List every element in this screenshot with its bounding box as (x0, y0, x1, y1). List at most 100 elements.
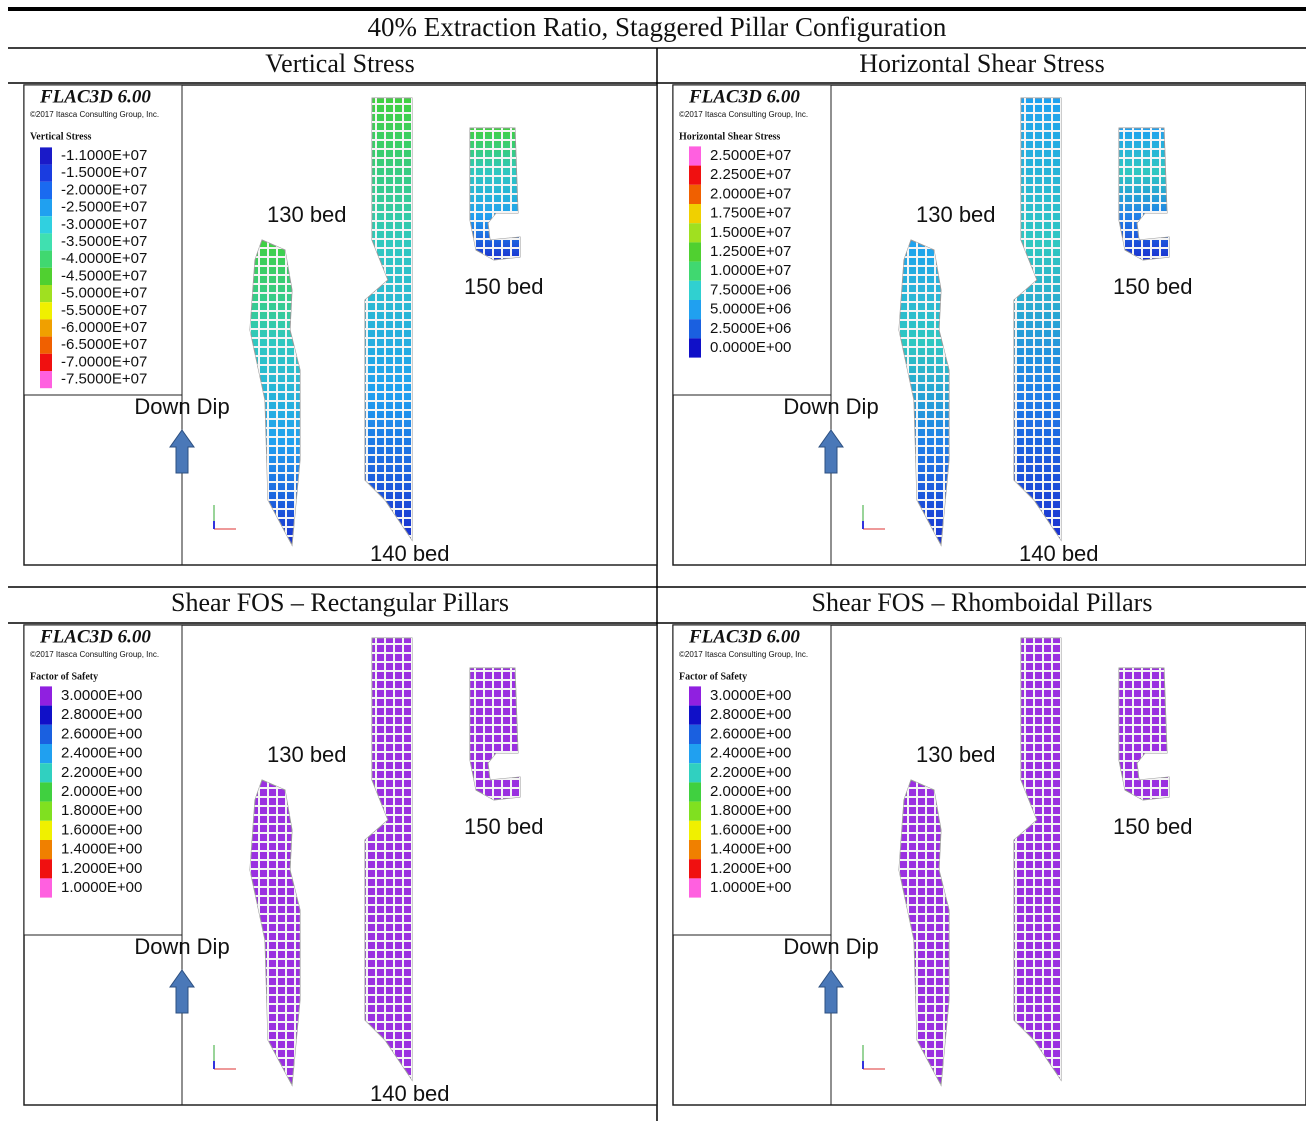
legend-label: 1.0000E+07 (710, 262, 791, 279)
pillar-grid (470, 128, 520, 260)
legend-label: 0.0000E+00 (710, 339, 791, 356)
legend-label: -1.1000E+07 (61, 147, 147, 164)
legend-label: 2.0000E+00 (61, 783, 142, 800)
legend-label: -5.0000E+07 (61, 285, 147, 302)
copyright: ©2017 Itasca Consulting Group, Inc. (679, 110, 808, 119)
legend-swatch (689, 878, 701, 897)
copyright: ©2017 Itasca Consulting Group, Inc. (30, 110, 159, 119)
legend-label: 3.0000E+00 (710, 687, 791, 704)
legend-label: 1.6000E+00 (61, 821, 142, 838)
panel-heading: Vertical Stress (265, 49, 414, 78)
pillar-grid (1014, 98, 1061, 540)
legend-swatch (40, 233, 52, 250)
legend-title: Factor of Safety (679, 671, 747, 682)
legend-swatch (40, 147, 52, 164)
legend-label: 1.0000E+00 (61, 879, 142, 896)
legend-swatch (40, 319, 52, 336)
legend-swatch (40, 302, 52, 319)
legend-swatch (689, 262, 701, 281)
legend-label: 1.4000E+00 (61, 841, 142, 858)
legend-swatch (689, 782, 701, 801)
annotation: 130 bed (916, 202, 996, 227)
legend-swatch (40, 182, 52, 199)
legend-title: Factor of Safety (30, 671, 98, 682)
legend-label: 1.6000E+00 (710, 821, 791, 838)
legend-label: 2.4000E+00 (61, 745, 142, 762)
legend-label: 2.5000E+06 (710, 320, 791, 337)
annotation: Down Dip (783, 934, 878, 959)
legend-label: -3.0000E+07 (61, 216, 147, 233)
annotation: Down Dip (783, 394, 878, 419)
annotation: Down Dip (134, 934, 229, 959)
panel: FLAC3D 6.00©2017 Itasca Consulting Group… (24, 85, 657, 566)
legend-swatch (40, 354, 52, 371)
legend-swatch (40, 878, 52, 897)
annotation: 130 bed (267, 202, 347, 227)
legend-label: 1.8000E+00 (61, 802, 142, 819)
legend-swatch (689, 166, 701, 185)
legend-label: 2.4000E+00 (710, 745, 791, 762)
pillar-grid (1119, 128, 1169, 260)
legend-swatch (689, 223, 701, 242)
annotation: 130 bed (267, 742, 347, 767)
annotation: Down Dip (134, 394, 229, 419)
legend-title: Horizontal Shear Stress (679, 131, 780, 142)
legend-label: -7.5000E+07 (61, 371, 147, 388)
pillar-grid (1119, 668, 1169, 800)
legend-label: 2.8000E+00 (61, 706, 142, 723)
pillar-grid (365, 638, 412, 1080)
panel-heading: Shear FOS – Rhomboidal Pillars (812, 588, 1153, 617)
panel-heading: Horizontal Shear Stress (859, 49, 1105, 78)
legend-label: 3.0000E+00 (61, 687, 142, 704)
legend-label: -6.5000E+07 (61, 336, 147, 353)
legend-label: 1.2500E+07 (710, 243, 791, 260)
legend-swatch (40, 371, 52, 388)
legend-swatch (689, 840, 701, 859)
legend-label: -3.5000E+07 (61, 233, 147, 250)
annotation: 140 bed (370, 1081, 450, 1106)
legend-swatch (689, 744, 701, 763)
figure: 40% Extraction Ratio, Staggered Pillar C… (0, 0, 1306, 1121)
legend-swatch (40, 802, 52, 821)
legend-swatch (40, 165, 52, 182)
legend-swatch (689, 300, 701, 319)
legend-label: 2.2000E+00 (710, 764, 791, 781)
figure-title: 40% Extraction Ratio, Staggered Pillar C… (368, 12, 947, 42)
legend-label: 2.6000E+00 (61, 725, 142, 742)
legend-label: 2.0000E+07 (710, 185, 791, 202)
legend-swatch (689, 185, 701, 204)
legend-swatch (40, 251, 52, 268)
legend-label: 1.7500E+07 (710, 205, 791, 222)
annotation: 150 bed (1113, 274, 1193, 299)
legend-label: 2.8000E+00 (710, 706, 791, 723)
legend-swatch (40, 763, 52, 782)
legend-swatch (40, 216, 52, 233)
legend-swatch (40, 840, 52, 859)
legend-label: -4.0000E+07 (61, 250, 147, 267)
legend-label: 5.0000E+06 (710, 301, 791, 318)
legend-swatch (40, 337, 52, 354)
legend-swatch (40, 268, 52, 285)
annotation: 150 bed (1113, 814, 1193, 839)
legend-label: 2.5000E+07 (710, 147, 791, 164)
legend-swatch (689, 802, 701, 821)
legend-swatch (689, 706, 701, 725)
legend-label: -2.5000E+07 (61, 199, 147, 216)
pillar-grid (470, 668, 520, 800)
legend-label: 2.6000E+00 (710, 725, 791, 742)
legend-label: -1.5000E+07 (61, 164, 147, 181)
annotation: 140 bed (370, 541, 450, 566)
software-name: FLAC3D 6.00 (688, 626, 800, 647)
legend-label: 2.2500E+07 (710, 166, 791, 183)
legend-swatch (40, 706, 52, 725)
pillar-grid (1014, 638, 1061, 1080)
legend-swatch (689, 859, 701, 878)
panel: FLAC3D 6.00©2017 Itasca Consulting Group… (673, 85, 1306, 566)
legend-label: 1.5000E+07 (710, 224, 791, 241)
legend-label: -7.0000E+07 (61, 353, 147, 370)
legend-swatch (689, 242, 701, 261)
annotation: 130 bed (916, 742, 996, 767)
legend-swatch (40, 821, 52, 840)
legend-swatch (40, 859, 52, 878)
panel: FLAC3D 6.00©2017 Itasca Consulting Group… (673, 625, 1306, 1105)
